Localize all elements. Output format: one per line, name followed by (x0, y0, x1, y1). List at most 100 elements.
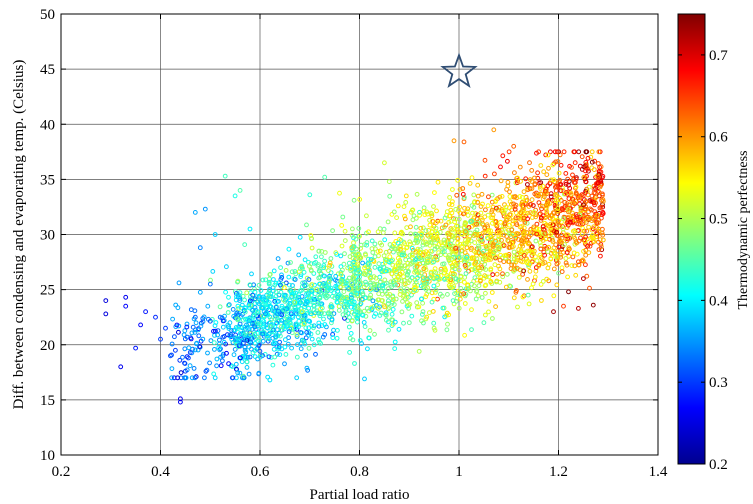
cloud-point (571, 250, 577, 256)
colorbar-ticks: 0.2 0.3 0.4 0.5 0.6 0.7 (678, 48, 728, 473)
cloud-point (407, 241, 413, 247)
data-point (322, 174, 328, 180)
cloud-point (563, 260, 569, 266)
cloud-point (449, 233, 455, 238)
cloud-point (512, 253, 517, 259)
cloud-point (483, 244, 489, 249)
cloud-point (364, 240, 370, 245)
cloud-point (392, 246, 397, 251)
cloud-point (510, 231, 515, 237)
cloud-point (486, 194, 491, 200)
cloud-point (421, 266, 427, 272)
cloud-point (503, 252, 509, 258)
cloud-point (482, 283, 488, 289)
cloud-point (410, 255, 415, 261)
cloud-point (475, 259, 481, 265)
cloud-point (425, 211, 431, 217)
cloud-point (519, 195, 525, 200)
cloud-point (482, 173, 488, 179)
data-point (576, 306, 581, 311)
cloud-point (278, 333, 283, 339)
cloud-point (530, 281, 536, 287)
cloud-point (334, 299, 340, 305)
cloud-point (426, 233, 431, 239)
cloud-point (499, 226, 505, 232)
cloud-point (372, 282, 378, 288)
cloud-point (299, 284, 305, 290)
cloud-point (257, 321, 263, 327)
cloud-point (597, 205, 603, 211)
cloud-point (482, 157, 488, 163)
data-point (183, 368, 188, 374)
cloud-point (401, 204, 407, 210)
cloud-point (457, 296, 463, 302)
cloud-point (363, 313, 369, 319)
cloud-point (400, 299, 405, 304)
cloud-point (573, 272, 579, 278)
cloud-point (250, 308, 256, 313)
cloud-point (237, 370, 243, 376)
cloud-point (525, 277, 530, 282)
cloud-point (380, 291, 385, 297)
cloud-point (560, 207, 565, 213)
cloud-point (473, 250, 479, 256)
cloud-point (304, 222, 309, 228)
cloud-point (322, 332, 328, 337)
cloud-point (347, 315, 352, 320)
cloud-point (481, 275, 487, 281)
cloud-point (297, 234, 303, 240)
cloud-point (286, 335, 292, 341)
data-point (282, 344, 288, 350)
cloud-point (296, 324, 301, 330)
cloud-point (386, 327, 391, 333)
cloud-point (441, 249, 447, 255)
data-point (566, 289, 571, 295)
cloud-point (184, 321, 190, 327)
cloud-point (319, 305, 325, 311)
cloud-point (246, 302, 252, 308)
cloud-point (600, 192, 605, 198)
cloud-point (551, 210, 557, 216)
cloud-point (555, 206, 561, 211)
cloud-point (577, 163, 583, 169)
cloud-point (434, 234, 440, 240)
data-point (581, 276, 586, 282)
cloud-point (252, 296, 258, 302)
cloud-point (507, 205, 512, 211)
cloud-point (489, 192, 495, 198)
cloud-point (216, 345, 222, 351)
cloud-point (462, 211, 468, 216)
x-tick-label: 0.4 (151, 464, 170, 480)
cloud-point (217, 304, 223, 310)
cloud-point (373, 246, 378, 252)
cloud-point (472, 240, 478, 246)
cloud-point (226, 303, 231, 308)
cloud-point (348, 331, 354, 336)
cloud-point (450, 199, 455, 205)
cloud-point (274, 299, 280, 305)
cloud-point (554, 261, 560, 267)
cloud-point (338, 272, 344, 277)
cloud-point (455, 177, 461, 183)
cloud-point (238, 355, 243, 361)
cloud-point (564, 238, 570, 244)
cloud-point (390, 262, 396, 268)
cloud-point (195, 327, 201, 333)
cloud-point (292, 300, 298, 305)
cloud-point (252, 341, 258, 346)
cloud-point (376, 283, 382, 289)
cloud-point (252, 305, 258, 310)
cloud-point (538, 180, 544, 186)
cloud-point (341, 289, 347, 295)
cloud-point (410, 275, 415, 281)
cloud-point (263, 311, 268, 317)
cloud-point (520, 207, 526, 212)
cloud-point (267, 288, 272, 294)
cloud-point (353, 309, 358, 314)
cloud-point (404, 300, 410, 305)
cloud-point (267, 320, 273, 325)
cloud-point (566, 202, 572, 208)
cloud-point (182, 328, 188, 334)
cloud-point (544, 172, 550, 178)
cloud-point (477, 232, 483, 237)
